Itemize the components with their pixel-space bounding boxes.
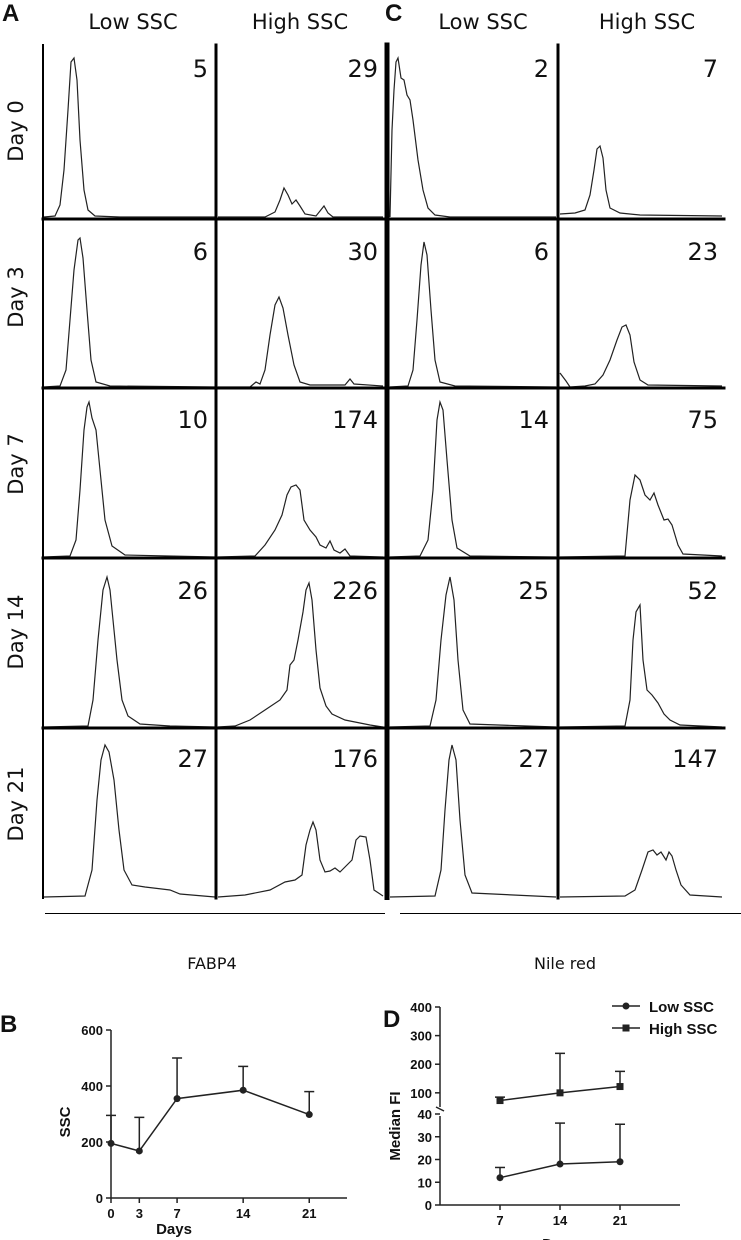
histogram-trace [559,473,723,558]
y-tick-label: 200 [410,1057,432,1072]
x-tick-label: 21 [302,1206,316,1221]
y-tick-label: 600 [81,1023,103,1038]
y-tick-label: 400 [81,1079,103,1094]
data-point [305,1111,313,1119]
mfi-fabp4-high-day-14: 226 [332,577,378,605]
y-tick-label: 0 [425,1198,432,1213]
x-tick-label: 3 [136,1206,143,1221]
mfi-nilered-low-day-14: 25 [518,577,549,605]
histogram-trace [43,56,215,218]
panel-letter-c: C [385,0,403,27]
mfi-nilered-high-day-21: 147 [672,745,718,773]
data-point [616,1083,624,1091]
histogram-trace [218,186,383,218]
data-point [556,1089,564,1097]
histogram-trace [389,744,557,898]
col-header-fabp4-low-ssc: Low SSC [88,10,178,34]
panel-letter-d: D [383,1006,400,1033]
y-axis-title: SSC [57,1106,74,1137]
mfi-fabp4-high-day-3: 30 [347,238,378,266]
mfi-fabp4-low-day-3: 6 [192,238,208,266]
data-point [556,1160,564,1168]
x-tick-label: 14 [236,1206,251,1221]
histogram-trace [217,484,384,558]
x-tick-label: 14 [553,1213,568,1228]
mfi-nilered-low-day-21: 27 [518,745,549,773]
data-point [496,1097,504,1105]
mfi-fabp4-low-day-21: 27 [177,745,208,773]
histogram-trace [43,743,216,898]
legend-marker [622,1024,630,1032]
col-header-nilered-high-ssc: High SSC [598,10,696,34]
x-axis-title: Days [542,1236,578,1240]
histogram-trace [389,399,557,558]
data-point [239,1086,247,1094]
histogram-trace [43,399,216,558]
col-header-nilered-low-ssc: Low SSC [438,10,528,34]
y-tick-label: 200 [81,1135,103,1150]
y-tick-label: 300 [410,1029,432,1044]
y-tick-label: 40 [418,1107,432,1122]
x-axis-title: Days [156,1221,192,1238]
mfi-nilered-low-day-0: 2 [533,55,549,83]
legend-label: Low SSC [649,999,714,1016]
histogram-trace [218,295,384,388]
histogram-trace [559,602,723,728]
x-tick-label: 0 [107,1206,114,1221]
y-tick-label: 30 [418,1130,432,1145]
mfi-fabp4-high-day-21: 176 [332,745,378,773]
mfi-fabp4-low-day-7: 10 [177,406,208,434]
col-header-fabp4-high-ssc: High SSC [251,10,349,34]
fabp4-axis-label: FABP4 [187,954,237,973]
x-tick-label: 7 [173,1206,180,1221]
mfi-nilered-low-day-3: 6 [533,238,549,266]
histogram-trace [559,849,723,898]
histogram-trace [389,56,556,218]
data-point [135,1147,143,1155]
mfi-nilered-high-day-0: 7 [702,55,718,83]
mfi-fabp4-low-day-0: 5 [192,55,208,83]
mfi-fabp4-low-day-14: 26 [177,577,208,605]
mfi-nilered-high-day-7: 75 [687,406,718,434]
y-tick-label: 400 [410,1000,432,1015]
histogram-trace [217,820,384,898]
nilered-underline [400,913,741,914]
data-point [496,1174,504,1182]
nilered-axis-label: Nile red [533,954,596,973]
mfi-nilered-high-day-14: 52 [687,577,718,605]
y-tick-label: 100 [410,1086,432,1101]
histogram-trace [43,236,216,388]
mfi-nilered-high-day-3: 23 [687,238,718,266]
series-line [110,1089,310,1152]
mfi-nilered-low-day-7: 14 [518,406,549,434]
y-tick-label: 0 [96,1191,103,1206]
data-point [173,1095,181,1103]
histogram-trace [559,144,723,217]
histogram-trace [389,576,557,728]
legend-label: High SSC [649,1021,718,1038]
mfi-fabp4-high-day-0: 29 [347,55,378,83]
x-tick-label: 21 [613,1213,627,1228]
histogram-traces [43,56,723,898]
histogram-trace [43,574,216,728]
data-point [616,1158,624,1166]
legend-marker [622,1002,630,1010]
data-point [107,1139,115,1147]
panel-b-chart: B 0 200 400 600 0 3 7 14 21 Days SSC [0,1011,347,1238]
panel-letter-b: B [0,1011,17,1038]
y-axis-title: Median FI [387,1091,404,1160]
panel-d-chart: D 100 200 300 400 0 10 20 30 40 7 14 21 Days Median F… [383,999,718,1240]
panel-letter-a: A [2,0,20,27]
x-tick-label: 7 [496,1213,503,1228]
histogram-trace [217,580,384,728]
y-tick-label: 20 [418,1153,432,1168]
grid-frame [41,42,726,900]
fabp4-underline [45,913,385,914]
mfi-fabp4-high-day-7: 174 [332,406,378,434]
axis-break-mark [435,1106,445,1112]
histogram-trace [559,324,723,388]
y-tick-label: 10 [418,1175,432,1190]
histogram-grid [41,42,726,900]
histogram-trace [389,241,557,388]
